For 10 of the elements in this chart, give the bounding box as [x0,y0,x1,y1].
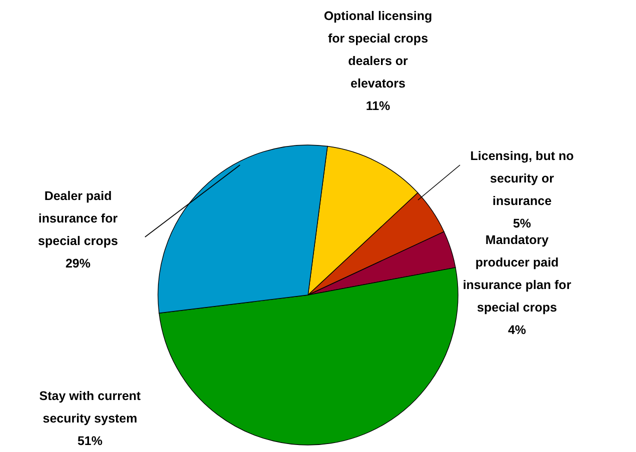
data-label: 11% [366,99,390,113]
slice-label: Mandatory producer paid insurance plan for special crops [462,233,572,314]
slice-label: Dealer paid insurance for special crops [38,189,118,248]
data-label: 4% [508,323,526,337]
data-label: 51% [77,434,103,448]
slice-label: Licensing, but no security or insurance [470,149,574,208]
slice-label: Optional licensing for special crops dealers or elevators [324,9,432,90]
data-label: 5% [512,216,532,230]
data-label: 29% [65,256,91,270]
slice-label: Stay with current security system [39,389,142,426]
